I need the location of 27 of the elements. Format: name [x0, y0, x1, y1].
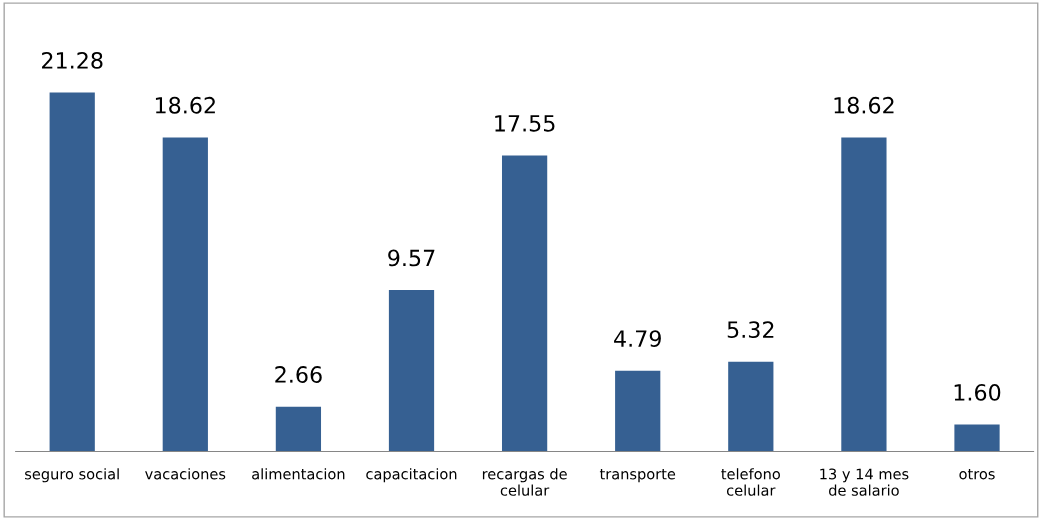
bar [728, 361, 774, 452]
data-label: 5.32 [727, 321, 774, 339]
x-tick-label: otros [959, 469, 995, 480]
x-tick-label: telefono celular [721, 468, 780, 496]
data-label: 18.62 [834, 96, 894, 114]
x-tick-label: vacaciones [145, 468, 226, 480]
x-tick-label: 13 y 14 mes de salario [820, 468, 909, 496]
bar [615, 370, 661, 452]
data-label: 1.60 [954, 383, 1001, 401]
bar [275, 406, 322, 452]
x-tick-label: capacitacion [366, 468, 457, 483]
data-label: 21.28 [42, 52, 103, 69]
data-label: 2.66 [275, 366, 322, 383]
bar [388, 290, 435, 452]
data-label: 9.57 [388, 249, 435, 267]
x-tick-label: recargas de celular [482, 468, 567, 496]
x-tick-label: seguro social [25, 468, 119, 483]
bar [841, 137, 887, 452]
bar [954, 424, 1000, 452]
data-label: 4.79 [614, 330, 661, 347]
data-label: 18.62 [155, 96, 215, 114]
x-tick-label: transporte [599, 469, 676, 483]
x-tick-label: alimentacion [252, 468, 345, 480]
bar [49, 92, 95, 452]
bar [501, 155, 548, 452]
data-label: 17.55 [495, 115, 555, 132]
bar [162, 137, 208, 452]
